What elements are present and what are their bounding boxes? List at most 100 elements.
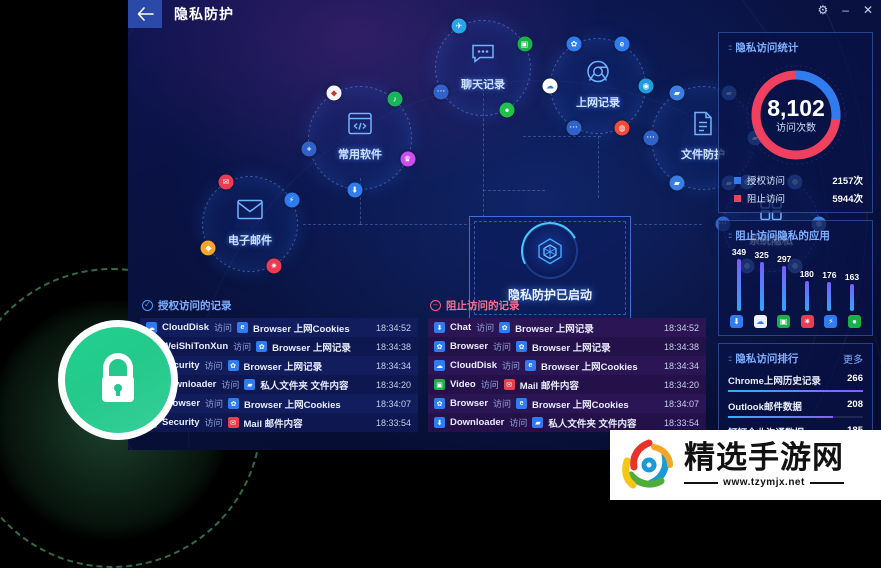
log-verb: 访问 bbox=[204, 361, 223, 371]
bar-column: 180 bbox=[798, 269, 816, 311]
app-icon: ✿ bbox=[434, 398, 445, 409]
bar bbox=[782, 266, 787, 311]
window-controls: ⚙ – ✕ bbox=[817, 4, 873, 16]
bar bbox=[827, 282, 832, 311]
node-app-chip[interactable]: ✷ bbox=[266, 258, 282, 274]
blocked-log-title: 阻止访问的记录 bbox=[446, 299, 520, 312]
rank-bar-track bbox=[728, 416, 863, 418]
log-row[interactable]: ⬇ Chat 访问 ✿ Browser 上网记录 18:34:52 bbox=[428, 318, 706, 337]
node-app-chip[interactable]: ◉ bbox=[638, 78, 654, 94]
log-verb: 访问 bbox=[204, 418, 223, 428]
log-time: 18:34:52 bbox=[663, 322, 699, 333]
log-time: 18:34:07 bbox=[375, 398, 411, 409]
log-time: 18:34:34 bbox=[375, 360, 411, 371]
node-app-chip[interactable]: ▰ bbox=[669, 85, 685, 101]
swirl-logo-icon bbox=[618, 437, 680, 493]
node-app-chip[interactable]: ◍ bbox=[614, 120, 630, 136]
node-app-chip[interactable]: ◆ bbox=[200, 240, 216, 256]
node-label: 上网记录 bbox=[576, 97, 620, 109]
log-time: 18:34:20 bbox=[663, 379, 699, 390]
log-row[interactable]: ✿ Browser 访问 e Browser 上网Cookies 18:34:07 bbox=[428, 394, 706, 413]
bullet-icon: :: bbox=[728, 43, 732, 52]
node-app-chip[interactable]: + bbox=[301, 141, 317, 157]
envelope-icon bbox=[237, 199, 263, 225]
log-row[interactable]: ⬇ Downloader 访问 ▰ 私人文件夹 文件内容 18:33:54 bbox=[428, 413, 706, 432]
log-row[interactable]: ✿ Browser 访问 ✿ Browser 上网记录 18:34:38 bbox=[428, 337, 706, 356]
blocked-log-card: – 阻止访问的记录 ⬇ Chat 访问 ✿ Browser 上网记录 18:34:52 ✿ B… bbox=[428, 296, 706, 442]
app-icon[interactable]: ⚡ bbox=[824, 315, 838, 328]
page-title: 隐私防护 bbox=[174, 6, 234, 22]
app-window: 隐私防护 ⚙ – ✕ 常用软件 ◆ ♪ ♛ ⬇ + 聊天记录 ✈ ▣ ● ··· 上网记录 ✿ e ◉ ◍ ··… bbox=[128, 0, 881, 450]
app-icon: ☁ bbox=[146, 322, 157, 333]
app-icon: ▣ bbox=[434, 379, 445, 390]
app-icon[interactable]: ▣ bbox=[777, 315, 791, 328]
log-app-name: Security bbox=[162, 360, 200, 371]
title-bar: 隐私防护 ⚙ – ✕ bbox=[128, 0, 881, 28]
node-app-chip[interactable]: ◆ bbox=[326, 85, 342, 101]
document-icon bbox=[693, 111, 713, 141]
legend-row: 授权访问 2157次 bbox=[734, 173, 863, 187]
node-app-chip[interactable]: ⬇ bbox=[347, 182, 363, 198]
target-icon: ✉ bbox=[503, 379, 515, 390]
close-icon[interactable]: ✕ bbox=[862, 3, 873, 17]
node-app-chip[interactable]: ♛ bbox=[400, 151, 415, 167]
node-app-chip[interactable]: ⚡ bbox=[284, 192, 300, 208]
log-app-name: CloudDisk bbox=[162, 322, 209, 333]
privacy-node-graph: 常用软件◆♪♛⬇+聊天记录✈▣●···上网记录✿e◉◍···☁文件防护▰▰▰▰▰… bbox=[128, 18, 827, 320]
privacy-rank-title: :: 隐私访问排行 bbox=[728, 351, 863, 366]
log-target: Browser 上网Cookies bbox=[532, 399, 629, 411]
node-app-chip[interactable]: ✉ bbox=[218, 174, 234, 190]
log-target: 私人文件夹 文件内容 bbox=[260, 380, 349, 392]
node-app-chip[interactable]: ✿ bbox=[566, 36, 582, 52]
log-row[interactable]: ▣ Video 访问 ✉ Mail 邮件内容 18:34:20 bbox=[428, 375, 706, 394]
watermark-brand: 精选手游网 bbox=[684, 440, 844, 475]
log-time: 18:34:38 bbox=[375, 341, 411, 352]
bar-column: 325 bbox=[753, 250, 771, 311]
log-target: Mail 邮件内容 bbox=[243, 418, 303, 430]
node-app-chip[interactable]: ♪ bbox=[387, 91, 403, 107]
node-app-chip[interactable]: ··· bbox=[433, 84, 449, 100]
node-app-chip[interactable]: ▰ bbox=[669, 175, 685, 191]
target-icon: ✿ bbox=[499, 322, 511, 333]
node-app-chip[interactable]: e bbox=[614, 36, 630, 52]
log-row[interactable]: ☁ CloudDisk 访问 e Browser 上网Cookies 18:34:34 bbox=[428, 356, 706, 375]
node-app-chip[interactable]: ··· bbox=[566, 120, 582, 136]
rank-row[interactable]: Chrome上网历史记录 266 bbox=[728, 373, 863, 392]
node-app-chip[interactable]: ☁ bbox=[542, 78, 558, 94]
node-app-chip[interactable]: ▣ bbox=[517, 36, 533, 52]
legend-value: 2157次 bbox=[832, 176, 863, 187]
back-button[interactable] bbox=[128, 0, 162, 28]
rank-more-link[interactable]: 更多 bbox=[843, 355, 863, 366]
target-icon: ✿ bbox=[256, 341, 268, 352]
log-verb: 访问 bbox=[493, 399, 512, 409]
rank-value: 266 bbox=[847, 373, 863, 384]
app-icon[interactable]: ☁ bbox=[753, 315, 767, 328]
log-row[interactable]: ☁ CloudDisk 访问 e Browser 上网Cookies 18:34:52 bbox=[140, 318, 418, 337]
node-app-chip[interactable]: ● bbox=[499, 102, 515, 118]
chat-bubble-icon bbox=[471, 44, 495, 69]
log-app-name: Downloader bbox=[162, 379, 217, 390]
access-log-area: ✓ 授权访问的记录 ☁ CloudDisk 访问 e Browser 上网Cookies… bbox=[140, 296, 706, 442]
graph-connector bbox=[483, 190, 545, 191]
allowed-log-title: 授权访问的记录 bbox=[158, 299, 232, 312]
node-app-chip[interactable]: ✈ bbox=[451, 18, 467, 34]
rank-row[interactable]: Outlook邮件数据 208 bbox=[728, 399, 863, 418]
minimize-icon[interactable]: – bbox=[842, 3, 849, 17]
app-icon[interactable]: ● bbox=[847, 315, 861, 328]
node-label: 文件防护 bbox=[681, 149, 725, 161]
log-time: 18:34:38 bbox=[663, 341, 699, 352]
log-app-name: WeiShiTonXun bbox=[162, 341, 229, 352]
log-time: 18:33:54 bbox=[663, 417, 699, 428]
node-app-chip[interactable]: ··· bbox=[643, 130, 659, 146]
gear-icon[interactable]: ⚙ bbox=[817, 3, 829, 17]
bar-value: 176 bbox=[822, 270, 837, 280]
app-icon[interactable]: ✷ bbox=[800, 315, 814, 328]
legend-value: 5944次 bbox=[832, 194, 863, 205]
lock-overlay-badge bbox=[58, 320, 178, 440]
app-icon[interactable]: ⬇ bbox=[730, 315, 743, 328]
